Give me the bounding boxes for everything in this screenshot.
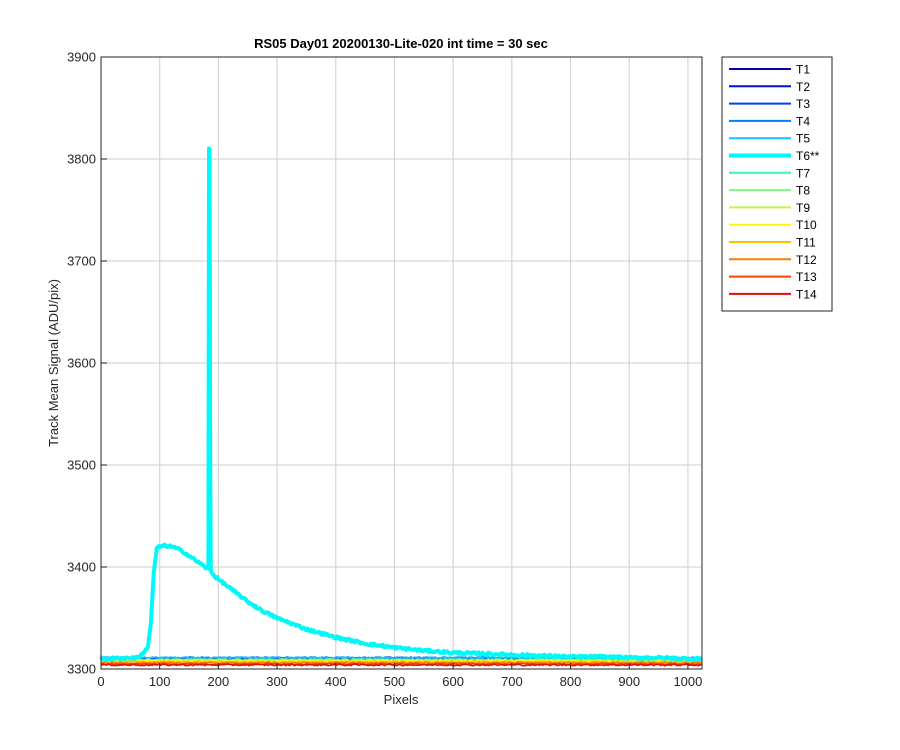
x-axis-label: Pixels (384, 692, 419, 707)
legend-label-t13: T13 (796, 270, 817, 284)
ticks: 0 100 200 300 400 500 600 700 800 900 1000 3300 3400… (67, 50, 702, 690)
series-line-t6 (99, 146, 703, 662)
series-line-t13 (100, 662, 702, 666)
legend-label-t3: T3 (796, 97, 810, 111)
x-tick-label: 600 (442, 674, 464, 689)
y-tick-label: 3900 (67, 50, 96, 65)
x-tick-label: 300 (266, 674, 288, 689)
series-line-t14 (100, 663, 702, 667)
x-tick-label: 200 (208, 674, 230, 689)
x-tick-label: 1000 (673, 674, 702, 689)
x-tick-label: 800 (560, 674, 582, 689)
legend-label-t6: T6** (796, 149, 820, 163)
legend-label-t2: T2 (796, 80, 810, 94)
legend-box (721, 56, 833, 312)
x-tick-label: 400 (325, 674, 347, 689)
legend-label-t10: T10 (796, 218, 817, 232)
series-line-t5 (100, 656, 702, 660)
legend-label-t14: T14 (796, 287, 817, 301)
x-tick-label: 0 (97, 674, 104, 689)
series-layer (99, 146, 703, 667)
legend-label-t11: T11 (796, 236, 816, 250)
y-tick-label: 3400 (67, 560, 96, 575)
legend-label-t9: T9 (796, 201, 810, 215)
x-tick-label: 900 (618, 674, 640, 689)
y-tick-label: 3700 (67, 254, 96, 269)
y-tick-label: 3300 (67, 662, 96, 677)
x-tick-label: 500 (384, 674, 406, 689)
y-tick-label: 3500 (67, 458, 96, 473)
legend: T1 T2 T3 T4 T5 T6** T7 T8 T9 T10 T11 T12 T13 T14 (721, 56, 833, 312)
chart-title: RS05 Day01 20200130-Lite-020 int time = … (254, 36, 548, 51)
legend-label-t5: T5 (796, 132, 810, 146)
y-tick-label: 3600 (67, 356, 96, 371)
y-axis-label: Track Mean Signal (ADU/pix) (46, 279, 61, 447)
x-tick-label: 100 (149, 674, 171, 689)
legend-label-t8: T8 (796, 184, 810, 198)
legend-label-t7: T7 (796, 166, 810, 180)
legend-label-t1: T1 (796, 63, 810, 77)
y-tick-label: 3800 (67, 152, 96, 167)
grid (101, 57, 702, 669)
x-tick-label: 700 (501, 674, 523, 689)
legend-label-t4: T4 (796, 114, 810, 128)
legend-label-t12: T12 (796, 253, 817, 267)
